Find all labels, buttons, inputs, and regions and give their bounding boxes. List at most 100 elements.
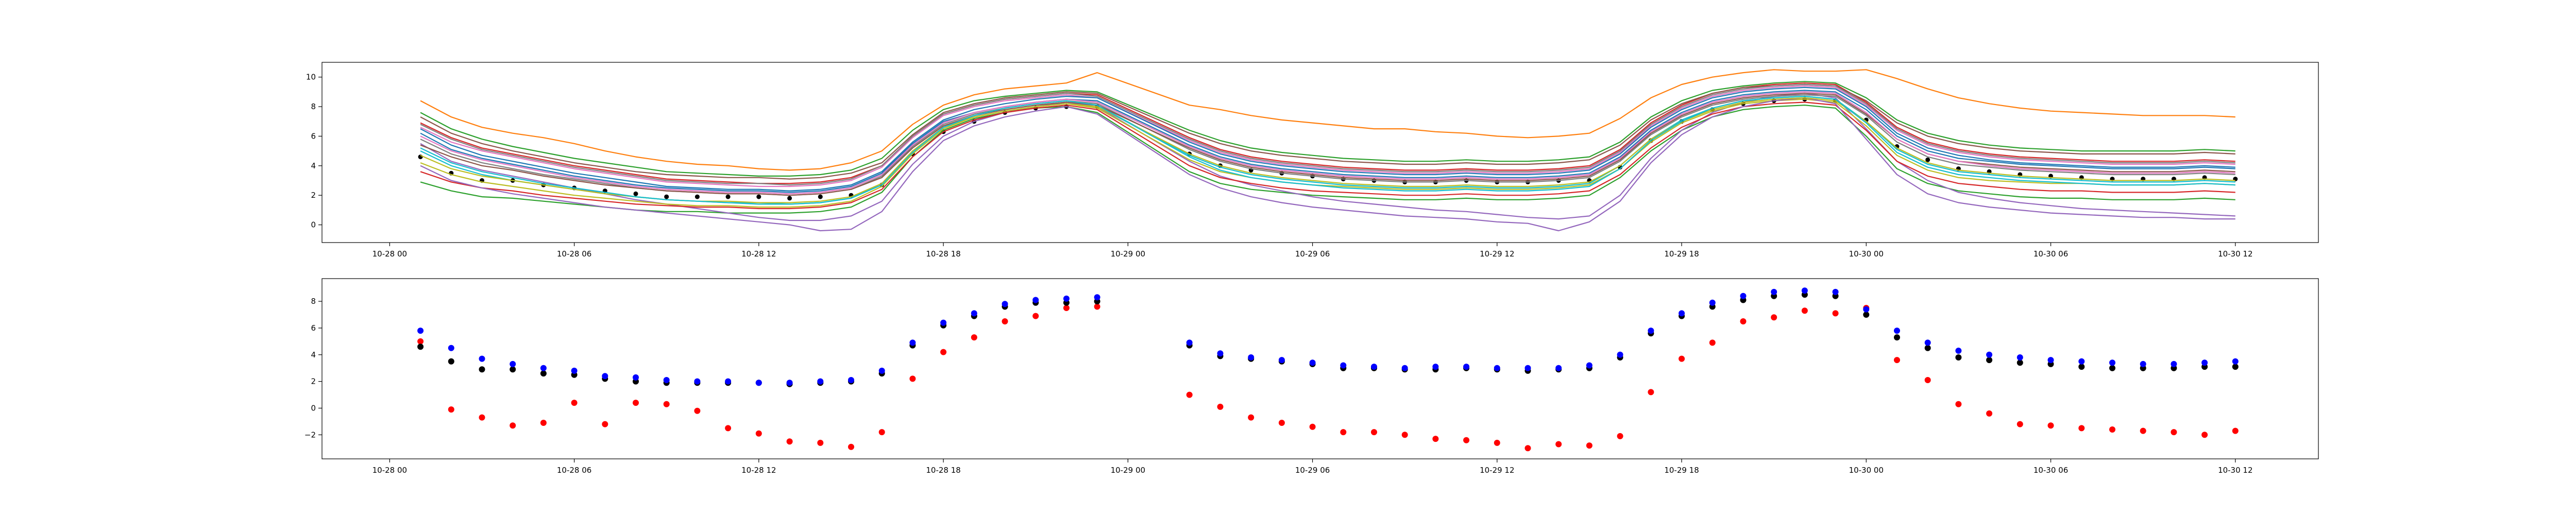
series-line-1	[420, 69, 2235, 171]
data-point	[787, 196, 792, 201]
scatter-point	[1740, 293, 1747, 299]
top-line-chart: 10-28 00 10-28 06 10-28 12 10-28 18 10-29 00…	[306, 62, 2319, 259]
scatter-point	[1494, 365, 1500, 371]
scatter-point	[1863, 306, 1870, 313]
data-point	[756, 194, 761, 199]
scatter-point	[1002, 301, 1008, 307]
scatter-point	[2016, 354, 2023, 360]
scatter-point	[2232, 358, 2239, 365]
scatter-point	[1340, 429, 1347, 436]
data-point	[818, 194, 823, 199]
scatter-point	[1217, 403, 1224, 410]
y-tick-label: 0	[311, 220, 316, 230]
scatter-point	[2140, 360, 2146, 367]
scatter-point	[1432, 436, 1439, 442]
scatter-point	[2078, 358, 2085, 365]
x-tick-label: 10-29 06	[1295, 249, 1330, 259]
scatter-point	[1186, 391, 1193, 398]
y-tick-label: 0	[311, 403, 316, 413]
scatter-point	[2232, 427, 2239, 434]
data-point	[418, 154, 423, 160]
scatter-point	[1340, 362, 1347, 369]
scatter-point	[448, 345, 454, 351]
scatter-point	[2109, 365, 2115, 371]
series-line-14	[420, 97, 2235, 232]
scatter-point	[1309, 359, 1316, 366]
scatter-point	[848, 377, 854, 383]
scatter-point	[1801, 287, 1808, 294]
x-tick-label: 10-28 06	[557, 466, 591, 475]
scatter-point	[448, 358, 454, 365]
scatter-point	[1063, 295, 1070, 302]
scatter-point	[479, 366, 485, 373]
scatter-point	[417, 328, 424, 334]
scatter-series-2	[417, 287, 2239, 386]
scatter-point	[1924, 339, 1931, 346]
scatter-point	[971, 310, 977, 317]
scatter-point	[971, 334, 977, 341]
scatter-point	[1432, 364, 1439, 370]
scatter-point	[878, 367, 885, 374]
data-point	[633, 191, 638, 196]
scatter-point	[1801, 307, 1808, 314]
y-tick-label: 2	[311, 191, 316, 200]
scatter-point	[1771, 314, 1777, 321]
scatter-point	[694, 407, 701, 414]
x-tick-label: 10-30 00	[1849, 249, 1884, 259]
scatter-point	[2171, 360, 2177, 367]
scatter-point	[786, 438, 793, 445]
scatter-point	[1617, 433, 1623, 439]
scatter-point	[479, 414, 485, 421]
scatter-point	[1924, 377, 1931, 383]
scatter-point	[1248, 354, 1255, 360]
scatter-point	[1709, 339, 1716, 346]
scatter-point	[1986, 410, 1993, 417]
series-line-13	[420, 81, 2235, 177]
x-tick-label: 10-30 12	[2218, 466, 2252, 475]
scatter-point	[1648, 389, 1654, 396]
scatter-point	[1679, 310, 1685, 317]
scatter-point	[510, 360, 516, 367]
scatter-point	[602, 421, 608, 427]
scatter-point	[417, 338, 424, 345]
scatter-point	[571, 400, 578, 406]
scatter-point	[1894, 334, 1900, 341]
x-tick-label: 10-29 18	[1664, 466, 1699, 475]
scatter-point	[479, 355, 485, 362]
scatter-point	[2047, 422, 2054, 429]
x-tick-label: 10-28 00	[372, 249, 407, 259]
scatter-point	[540, 370, 547, 377]
scatter-point	[1955, 354, 1962, 360]
series-line-12	[420, 101, 2235, 210]
x-tick-label: 10-29 12	[1480, 249, 1514, 259]
scatter-point	[1832, 288, 1839, 295]
scatter-point	[1032, 297, 1039, 303]
scatter-point	[940, 349, 947, 355]
data-point	[694, 194, 700, 199]
scatter-point	[1032, 313, 1039, 319]
scatter-point	[2171, 429, 2177, 436]
scatter-point	[2078, 425, 2085, 432]
y-tick-label: 2	[311, 377, 316, 386]
series-line-17	[420, 97, 2235, 203]
data-point	[1925, 157, 1930, 162]
scatter-point	[1371, 429, 1377, 436]
scatter-point	[602, 373, 608, 380]
scatter-point	[1586, 442, 1592, 449]
scatter-point	[1371, 364, 1377, 370]
scatter-point	[848, 443, 854, 450]
scatter-point	[1555, 365, 1562, 371]
scatter-point	[1248, 414, 1255, 421]
scatter-point	[878, 429, 885, 436]
scatter-point	[1524, 365, 1531, 371]
x-tick-label: 10-30 12	[2218, 249, 2252, 259]
scatter-point	[633, 374, 639, 381]
scatter-point	[571, 367, 578, 374]
scatter-point	[725, 425, 732, 432]
axes-frame	[321, 62, 2319, 243]
scatter-point	[1709, 299, 1716, 306]
scatter-point	[1648, 328, 1654, 334]
x-tick-label: 10-29 00	[1111, 466, 1145, 475]
scatter-point	[663, 377, 670, 383]
y-tick-label: 8	[311, 102, 316, 111]
